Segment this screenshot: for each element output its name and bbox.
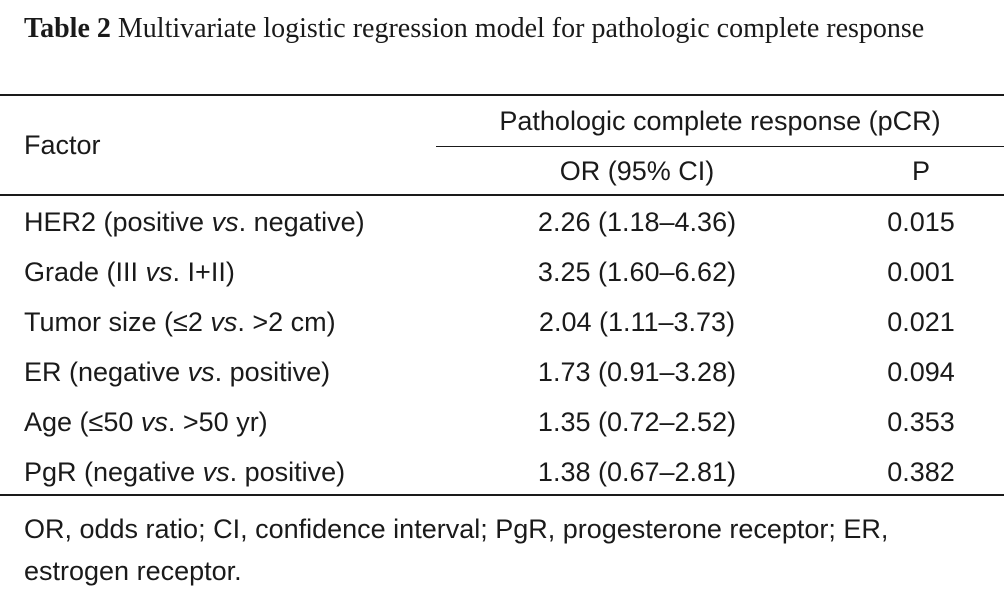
- header-pcr-group: Pathologic complete response (pCR): [499, 106, 941, 136]
- header-or: OR (95% CI): [559, 156, 715, 186]
- row-factor: PgR (negative vs. positive): [24, 457, 346, 487]
- row-p: 0.001: [887, 257, 955, 287]
- row-factor: Tumor size (≤2 vs. >2 cm): [24, 307, 336, 337]
- row-p: 0.382: [887, 457, 955, 487]
- row-factor: HER2 (positive vs. negative): [24, 207, 365, 237]
- row-or: 1.73 (0.91–3.28): [537, 357, 737, 387]
- table-footnote: OR, odds ratio; CI, confidence interval;…: [24, 514, 889, 586]
- table-label: Table 2: [24, 13, 111, 44]
- table-title: Multivariate logistic regression model f…: [117, 13, 925, 44]
- row-or: 1.35 (0.72–2.52): [537, 407, 737, 437]
- row-p: 0.094: [887, 357, 955, 387]
- row-or: 2.26 (1.18–4.36): [537, 207, 737, 237]
- row-or: 1.38 (0.67–2.81): [537, 457, 737, 487]
- bottom-rule: [0, 494, 1004, 496]
- row-p: 0.015: [887, 207, 955, 237]
- row-factor: ER (negative vs. positive): [24, 357, 331, 387]
- row-or: 3.25 (1.60–6.62): [537, 257, 737, 287]
- row-p: 0.353: [887, 407, 955, 437]
- header-sub-rule: [436, 146, 1004, 147]
- row-factor: Age (≤50 vs. >50 yr): [24, 407, 268, 437]
- header-bottom-rule: [0, 194, 1004, 196]
- row-factor: Grade (III vs. I+II): [24, 257, 235, 287]
- header-p: P: [911, 156, 930, 186]
- top-rule: [0, 94, 1004, 96]
- row-p: 0.021: [887, 307, 955, 337]
- row-or: 2.04 (1.11–3.73): [538, 307, 736, 337]
- table-caption: Table 2 Multivariate logistic regression…: [24, 8, 984, 50]
- header-factor: Factor: [24, 130, 101, 160]
